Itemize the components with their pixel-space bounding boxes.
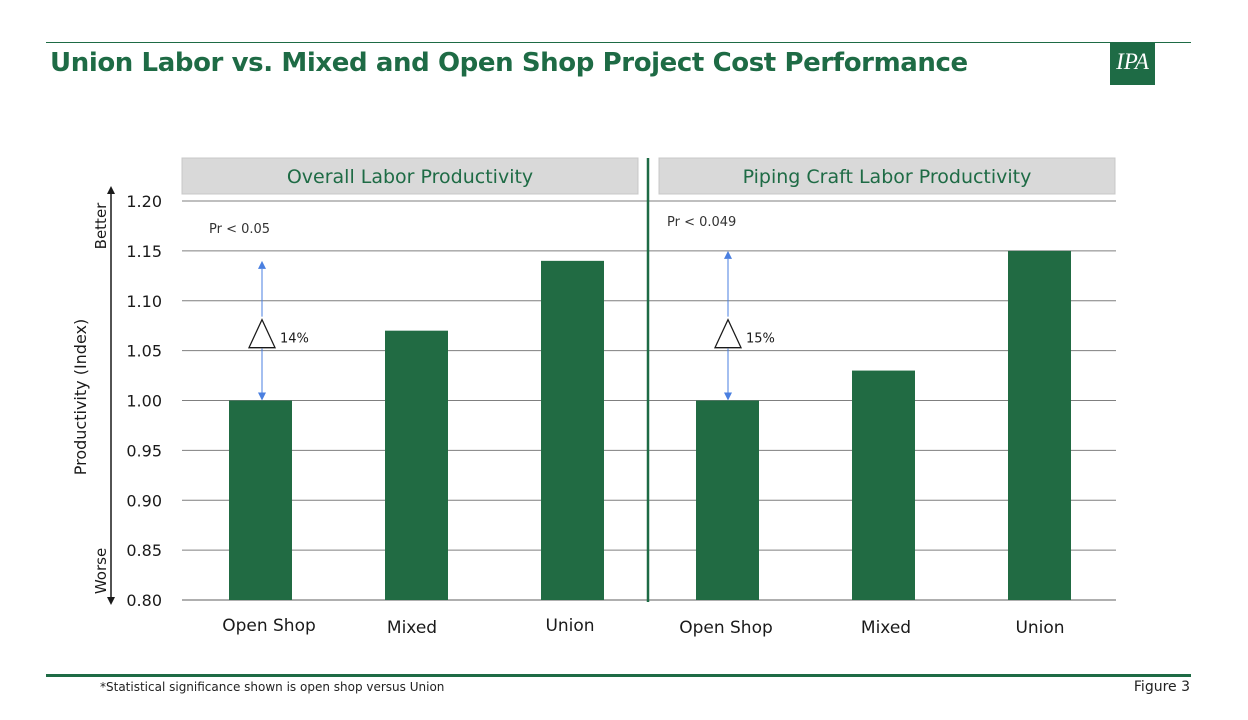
worse-label: Worse xyxy=(92,548,110,594)
delta-arrowhead-down xyxy=(724,392,732,401)
delta-triangle-icon xyxy=(247,318,277,349)
y-tick-label: 1.15 xyxy=(126,242,162,261)
up-arrowhead xyxy=(107,186,115,194)
footer-rule xyxy=(46,674,1191,677)
delta-label: 14% xyxy=(280,332,309,347)
significance-label: Pr < 0.049 xyxy=(667,215,736,230)
y-tick-label: 1.20 xyxy=(126,192,162,211)
panel-header xyxy=(181,157,639,195)
x-tick-label: Mixed xyxy=(861,618,911,638)
bar xyxy=(696,400,759,600)
panel-title: Overall Labor Productivity xyxy=(287,166,533,188)
delta-label: 15% xyxy=(746,332,775,347)
better-label: Better xyxy=(92,202,110,250)
x-tick-label: Open Shop xyxy=(679,618,773,638)
delta-arrowhead-up xyxy=(724,250,732,259)
y-tick-label: 0.95 xyxy=(126,441,162,460)
x-tick-label: Union xyxy=(1015,618,1064,638)
y-tick-label: 1.00 xyxy=(126,392,162,411)
y-tick-label: 0.90 xyxy=(126,491,162,510)
delta-triangle-icon xyxy=(713,318,743,349)
x-tick-label: Union xyxy=(545,616,594,636)
y-tick-label: 0.85 xyxy=(126,541,162,560)
delta-arrowhead-up xyxy=(258,260,266,269)
y-tick-label: 1.05 xyxy=(126,342,162,361)
delta-arrowhead-down xyxy=(258,392,266,401)
ipa-logo: IPA xyxy=(1110,42,1155,85)
panel-header xyxy=(658,157,1116,195)
y-axis-title: Productivity (Index) xyxy=(71,319,90,475)
footnote: *Statistical significance shown is open … xyxy=(100,680,445,694)
x-tick-label: Mixed xyxy=(387,618,437,638)
bar xyxy=(541,260,604,600)
significance-label: Pr < 0.05 xyxy=(209,222,270,237)
x-tick-label: Open Shop xyxy=(222,616,316,636)
slide-title: Union Labor vs. Mixed and Open Shop Proj… xyxy=(50,48,968,78)
bar xyxy=(385,330,448,600)
bar xyxy=(1008,250,1071,600)
header-rule xyxy=(46,42,1191,43)
bar xyxy=(852,370,915,600)
bar xyxy=(229,400,292,600)
down-arrowhead xyxy=(107,597,115,605)
panel-title: Piping Craft Labor Productivity xyxy=(743,166,1032,188)
y-tick-label: 0.80 xyxy=(126,591,162,610)
y-tick-label: 1.10 xyxy=(126,292,162,311)
figure-label: Figure 3 xyxy=(1133,679,1190,695)
